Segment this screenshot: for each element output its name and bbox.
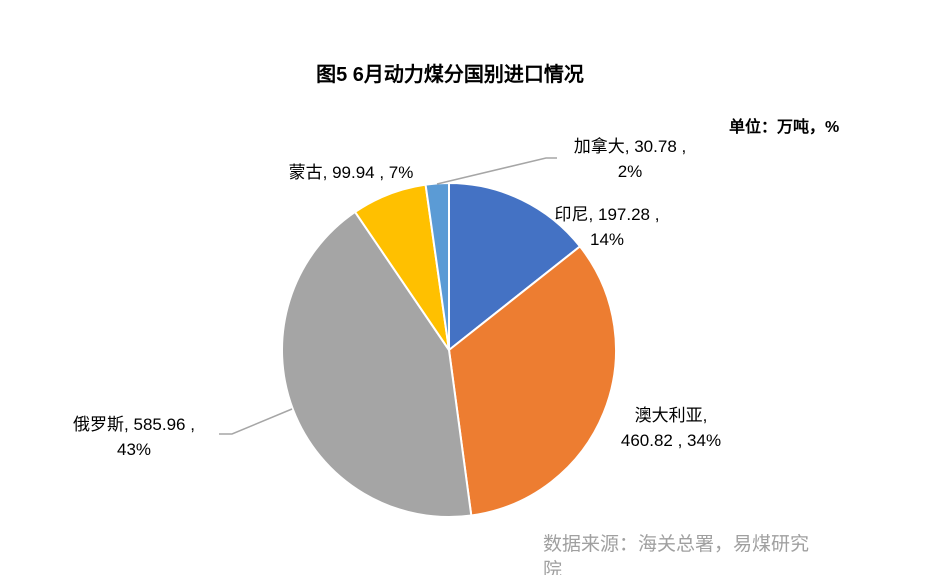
- pie-slice-australia: [448, 245, 617, 517]
- pie-slices: [281, 182, 617, 519]
- data-labels: 印尼, 197.28 , 14% 澳大利亚, 460.82 , 34% 俄罗斯, 585…: [73, 136, 721, 459]
- data-label-line: 蒙古, 99.94 , 7%: [289, 163, 414, 182]
- pie-slice-indonesia: [448, 182, 581, 351]
- data-label-australia: 澳大利亚, 460.82 , 34%: [621, 406, 721, 450]
- unit-label: 单位：万吨，%: [729, 119, 840, 136]
- leader-line-canada: [436, 157, 557, 185]
- data-label-line: 14%: [590, 230, 624, 249]
- data-label-russia: 俄罗斯, 585.96 , 43%: [73, 415, 195, 459]
- data-label-line: 43%: [117, 440, 151, 459]
- chart-title: 图5 6月动力煤分国别进口情况: [316, 64, 584, 86]
- data-label-canada: 加拿大, 30.78 , 2%: [574, 136, 686, 181]
- leader-line-russia: [219, 408, 293, 435]
- data-label-line: 460.82 , 34%: [621, 431, 721, 450]
- source-note: 数据来源：海关总署，易煤研究院: [543, 534, 810, 575]
- pie-slice-russia: [281, 210, 473, 519]
- data-label-line: 澳大利亚,: [635, 406, 708, 425]
- data-label-line: 俄罗斯, 585.96 ,: [73, 415, 195, 434]
- data-label-indonesia: 印尼, 197.28 , 14%: [555, 205, 660, 249]
- data-label-line: 2%: [618, 162, 643, 181]
- data-label-line: 加拿大, 30.78 ,: [574, 136, 686, 156]
- data-label-line: 印尼, 197.28 ,: [555, 205, 660, 224]
- data-label-mongolia: 蒙古, 99.94 , 7%: [289, 163, 414, 182]
